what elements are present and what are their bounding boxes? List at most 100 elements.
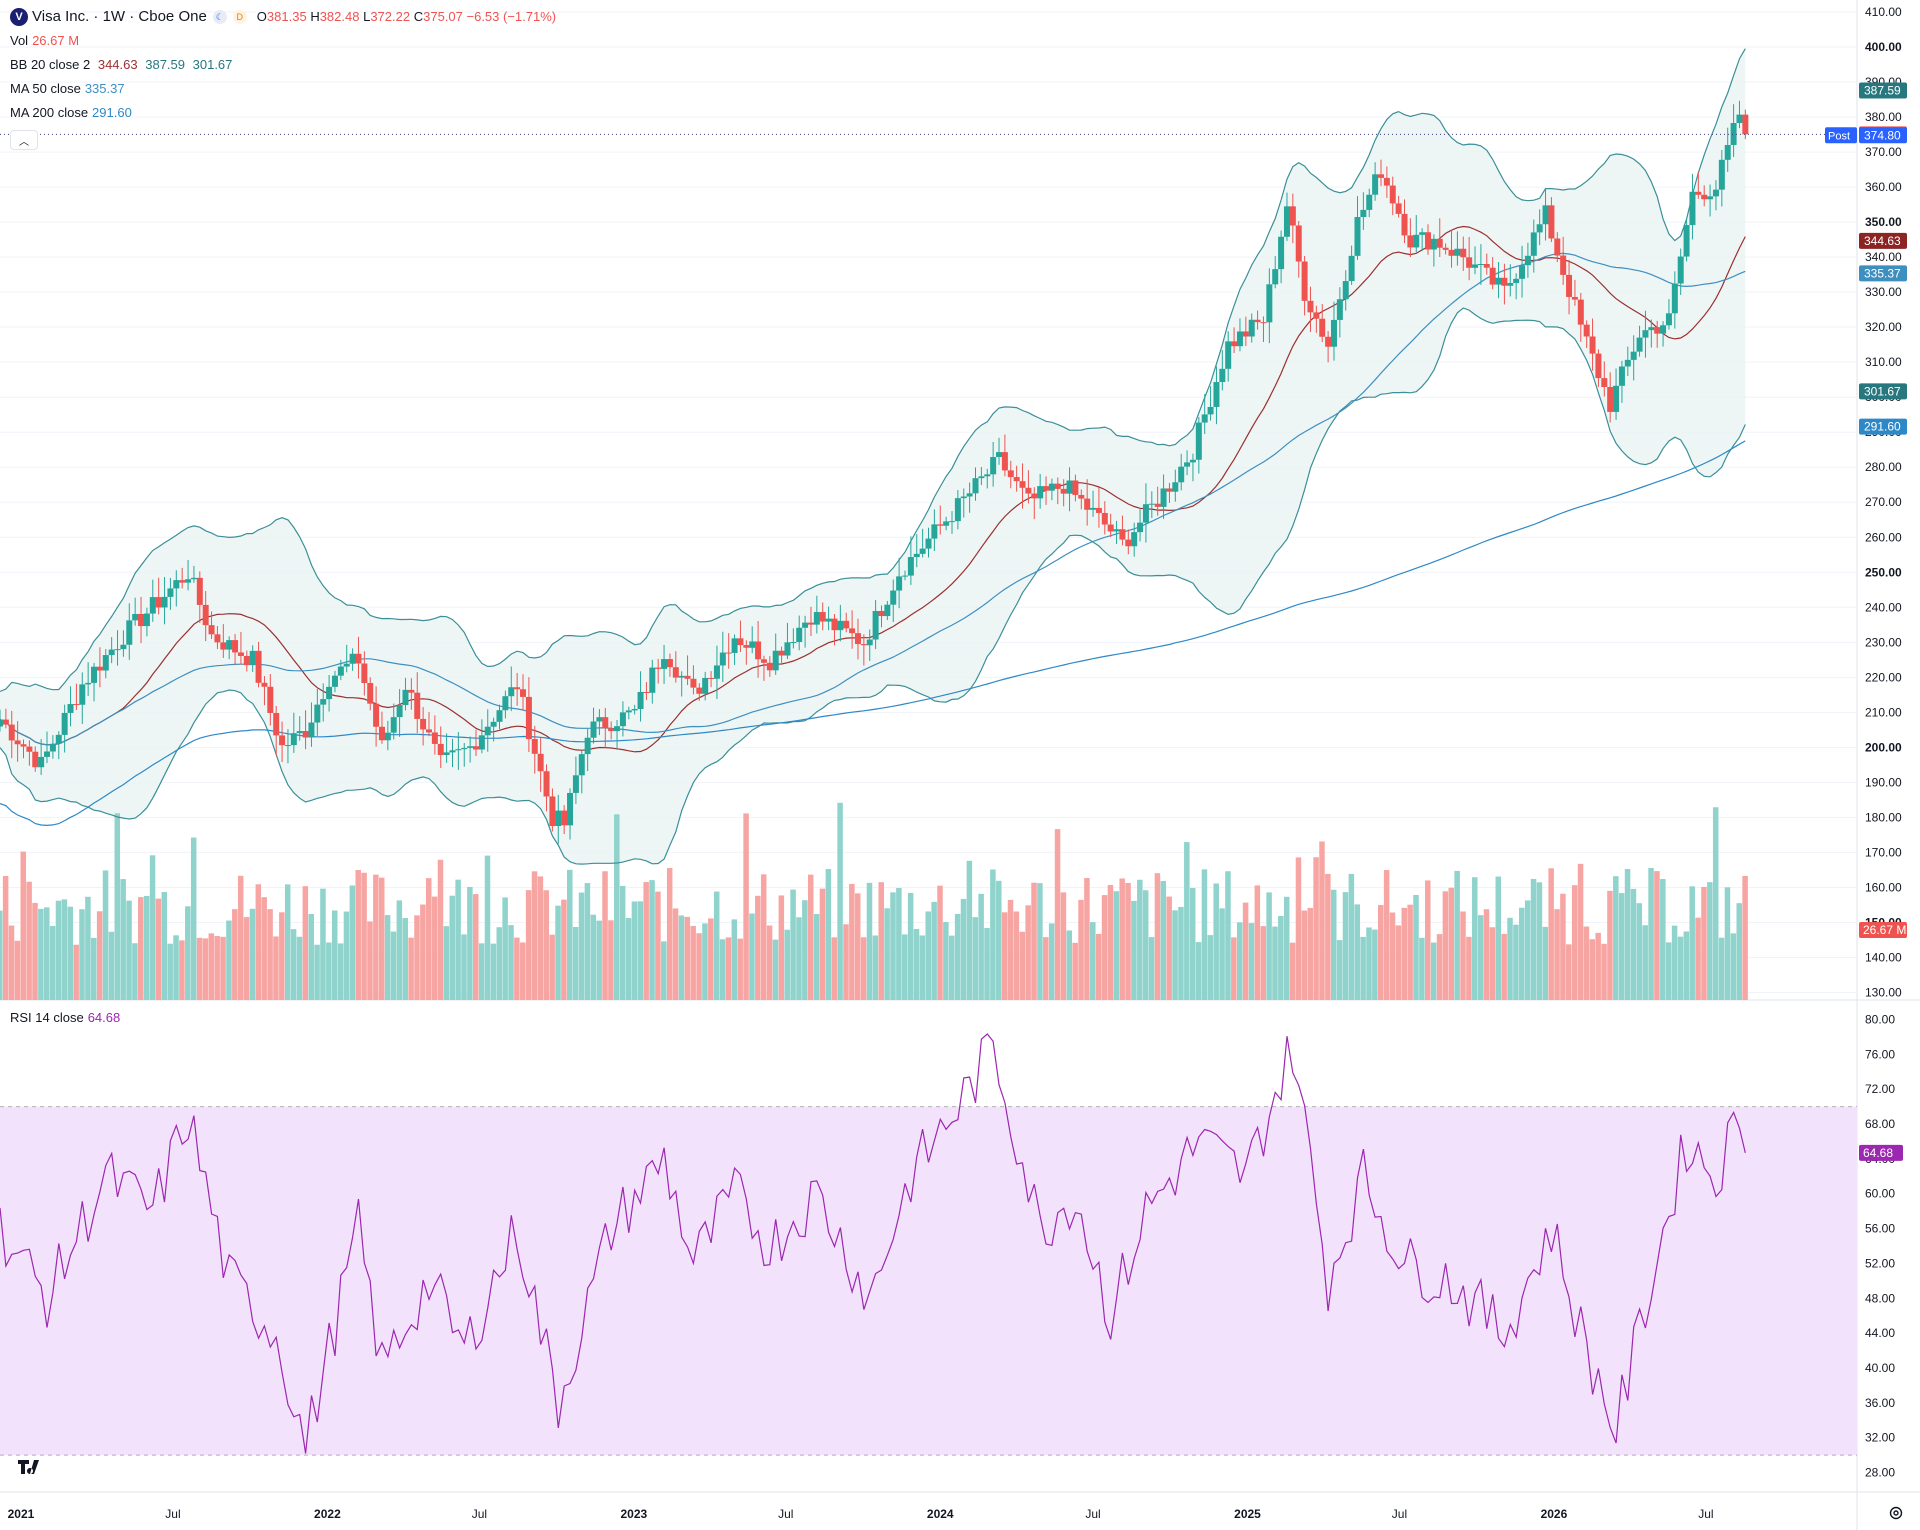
candle-body (807, 622, 814, 625)
candle-body (1201, 414, 1208, 423)
volume-bar (901, 934, 908, 1000)
volume-bar (190, 837, 197, 1000)
candle-body (1560, 255, 1567, 275)
settings-gear-icon[interactable] (1888, 1505, 1904, 1521)
candle-body (414, 692, 421, 719)
candle-body (1031, 493, 1038, 499)
volume-bar (1219, 908, 1225, 1000)
volume-bar (561, 899, 567, 1000)
volume-bar (161, 892, 168, 1000)
symbol-title[interactable]: Visa Inc. · 1W · Cboe One (32, 8, 207, 25)
volume-bar (1060, 892, 1067, 1000)
volume-bar (549, 934, 555, 1000)
volume-bar (943, 922, 949, 1000)
volume-bar (743, 813, 749, 1000)
volume-bar (343, 911, 350, 1000)
candle-body (32, 751, 39, 768)
candle-body (396, 705, 403, 718)
candle-body (1472, 264, 1479, 268)
candle-body (1595, 353, 1602, 379)
price-tick-label: 180.00 (1865, 810, 1902, 824)
candle-body (149, 597, 156, 614)
volume-bar (132, 943, 138, 1000)
volume-bar (1166, 896, 1172, 1000)
volume-bar (1466, 936, 1472, 1000)
volume-bar (596, 920, 602, 1000)
candle-body (643, 691, 650, 693)
volume-bar (643, 882, 649, 1000)
volume-bar (1313, 857, 1319, 1000)
price-tick-label: 270.00 (1865, 495, 1902, 509)
candle-body (696, 687, 703, 694)
candle-body (1730, 123, 1737, 145)
candle-body (437, 743, 444, 756)
candle-body (226, 640, 233, 650)
volume-bar (185, 906, 191, 1000)
candle-body (666, 659, 673, 668)
candle-body (1683, 225, 1690, 257)
volume-bar (331, 910, 338, 1000)
candle-body (314, 704, 321, 723)
post-badge (1825, 127, 1857, 144)
price-tick-label: 320.00 (1865, 320, 1902, 334)
ma200-legend[interactable]: MA 200 close 291.60 (10, 105, 132, 120)
volume-bar (1254, 885, 1261, 1000)
candle-body (625, 710, 632, 713)
candle-body (966, 493, 973, 497)
candle-body (120, 644, 127, 650)
volume-bars (0, 802, 1748, 1000)
volume-bar (619, 885, 626, 1000)
volume-bar (625, 918, 632, 1000)
volume-bar (502, 897, 508, 1000)
volume-bar (672, 908, 679, 1000)
volume-bar (232, 909, 238, 1000)
candle-body (326, 686, 333, 700)
volume-bar (819, 888, 826, 1000)
candle-body (543, 771, 550, 797)
volume-bar (496, 927, 503, 1000)
price-badge (1859, 232, 1907, 249)
volume-bar (102, 870, 109, 1000)
price-badge-label: 335.37 (1864, 266, 1901, 280)
price-badge-label: 291.60 (1864, 420, 1901, 434)
rsi-tick-label: 52.00 (1865, 1256, 1895, 1270)
candle-body (1460, 248, 1467, 258)
candle-body (1501, 277, 1508, 286)
candle-body (1125, 539, 1132, 547)
time-tick-label: Jul (1392, 1507, 1407, 1521)
volume-bar (1043, 937, 1049, 1000)
candle-body (1001, 452, 1008, 471)
volume-bar (437, 859, 444, 1000)
candle-body (1395, 203, 1402, 214)
rsi-legend[interactable]: RSI 14 close 64.68 (10, 1010, 121, 1025)
ma50-legend[interactable]: MA 50 close 335.37 (10, 81, 125, 96)
candle-body (1142, 504, 1149, 523)
candle-body (1060, 488, 1067, 494)
volume-bar (1125, 882, 1131, 1000)
vol-legend[interactable]: Vol 26.67 M (10, 33, 80, 48)
candle-body (878, 610, 885, 617)
bb-legend[interactable]: BB 20 close 2 344.63 387.59 301.67 (10, 57, 233, 72)
candle-body (954, 498, 961, 522)
volume-bar (26, 881, 32, 1000)
volume-bar (1266, 892, 1272, 1000)
volume-bar (972, 917, 979, 1000)
volume-bar (1054, 829, 1061, 1000)
volume-bar (214, 936, 220, 1000)
volume-bar (61, 899, 68, 1000)
volume-bar (1013, 911, 1020, 1000)
collapse-legend-button[interactable]: ︿ (10, 130, 38, 150)
volume-bar (49, 925, 56, 1000)
symbol-header: V Visa Inc. · 1W · Cboe One ☾ D O381.35 … (10, 8, 556, 26)
rsi-tick-label: 32.00 (1865, 1431, 1895, 1445)
candle-body (1336, 299, 1343, 320)
price-tick-label: 250.00 (1865, 565, 1902, 579)
volume-bar (96, 911, 103, 1000)
candle-body (425, 729, 432, 733)
volume-bar (149, 855, 156, 1000)
volume-bar (1489, 927, 1496, 1000)
candle-body (919, 548, 926, 554)
volume-bar (467, 886, 473, 1000)
volume-bar (179, 940, 185, 1000)
